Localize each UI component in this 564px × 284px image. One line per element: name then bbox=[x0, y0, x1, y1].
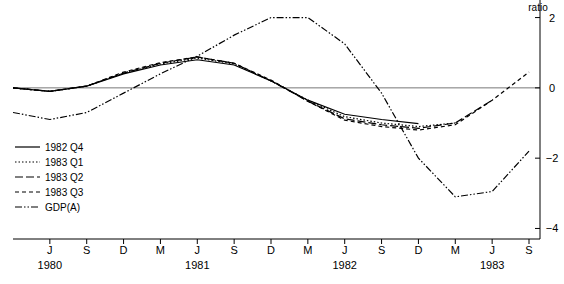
x-tick-label: S bbox=[525, 244, 532, 256]
x-axis bbox=[13, 239, 540, 240]
year-label: 1980 bbox=[38, 259, 62, 271]
y-tick bbox=[535, 158, 540, 159]
x-tick-label: D bbox=[120, 244, 128, 256]
x-tick-label: J bbox=[195, 244, 201, 256]
y-tick-label: 0 bbox=[549, 82, 555, 94]
lines bbox=[13, 18, 529, 197]
y-tick-label: 2 bbox=[549, 12, 555, 24]
x-tick-label: J bbox=[342, 244, 348, 256]
series-line bbox=[13, 57, 529, 130]
year-label: 1981 bbox=[185, 259, 209, 271]
y-tick-label: −4 bbox=[546, 222, 559, 234]
legend-swatch bbox=[15, 176, 40, 177]
legend-swatch bbox=[15, 191, 40, 192]
legend-label: 1982 Q4 bbox=[45, 142, 84, 153]
x-tick-label: M bbox=[451, 244, 460, 256]
x-tick-label: D bbox=[267, 244, 275, 256]
year-label: 1982 bbox=[332, 259, 356, 271]
x-tick-label: S bbox=[378, 244, 385, 256]
legend-swatch bbox=[15, 206, 40, 207]
legend-swatch bbox=[15, 161, 40, 162]
x-tick-label: S bbox=[83, 244, 90, 256]
y-axis-label: ratio bbox=[528, 2, 548, 13]
legend-label: 1983 Q3 bbox=[45, 187, 84, 198]
y-tick bbox=[535, 87, 540, 88]
y-tick bbox=[535, 17, 540, 18]
series-line bbox=[13, 18, 529, 197]
chart: J S D M J S D M J S D M J S 1980 1981 1982 1983 −4 −2 0 2rati… bbox=[0, 0, 564, 284]
legend-label: GDP(A) bbox=[45, 202, 80, 213]
x-tick-label: M bbox=[303, 244, 312, 256]
x-tick-label: M bbox=[156, 244, 165, 256]
series-line bbox=[13, 60, 418, 124]
y-tick-label: −2 bbox=[546, 152, 559, 164]
zero-line bbox=[13, 87, 540, 88]
y-axis bbox=[540, 0, 541, 239]
x-tick-label: D bbox=[414, 244, 422, 256]
year-label: 1983 bbox=[480, 259, 504, 271]
x-tick-label: S bbox=[230, 244, 237, 256]
legend-swatch bbox=[15, 146, 40, 147]
y-tick bbox=[535, 228, 540, 229]
x-tick-label: J bbox=[47, 244, 53, 256]
series-line bbox=[13, 57, 492, 128]
series-line bbox=[13, 58, 455, 127]
legend-label: 1983 Q2 bbox=[45, 172, 84, 183]
legend: 1982 Q4 1983 Q1 1983 Q2 1983 Q3 GDP(A) bbox=[15, 142, 84, 213]
legend-label: 1983 Q1 bbox=[45, 157, 84, 168]
x-tick-label: J bbox=[489, 244, 495, 256]
